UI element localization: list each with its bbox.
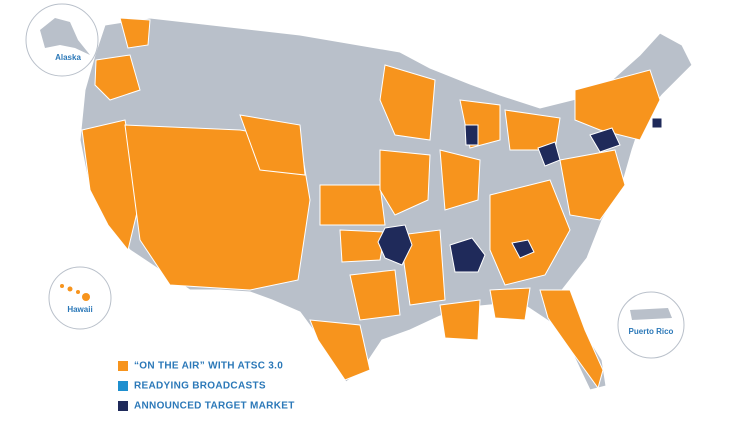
inset-label: Hawaii bbox=[67, 305, 92, 314]
legend-swatch bbox=[118, 381, 128, 391]
hawaii-inset bbox=[48, 266, 112, 330]
hawaii-shape bbox=[60, 284, 90, 301]
legend-swatch bbox=[118, 361, 128, 371]
puerto-rico-inset bbox=[617, 291, 685, 359]
legend-label: “ON THE AIR” WITH ATSC 3.0 bbox=[134, 361, 283, 372]
alaska-shape bbox=[40, 18, 90, 55]
on-air-regions bbox=[81, 17, 661, 390]
legend-label: ANNOUNCED TARGET MARKET bbox=[134, 401, 295, 412]
target-markets bbox=[377, 117, 663, 273]
legend-swatch bbox=[118, 401, 128, 411]
legend: “ON THE AIR” WITH ATSC 3.0 READYING BROAD… bbox=[118, 361, 295, 412]
inset-label: Puerto Rico bbox=[629, 327, 674, 336]
puerto-rico-shape bbox=[630, 308, 672, 320]
inset-label: Alaska bbox=[55, 53, 81, 62]
legend-label: READYING BROADCASTS bbox=[134, 381, 266, 392]
